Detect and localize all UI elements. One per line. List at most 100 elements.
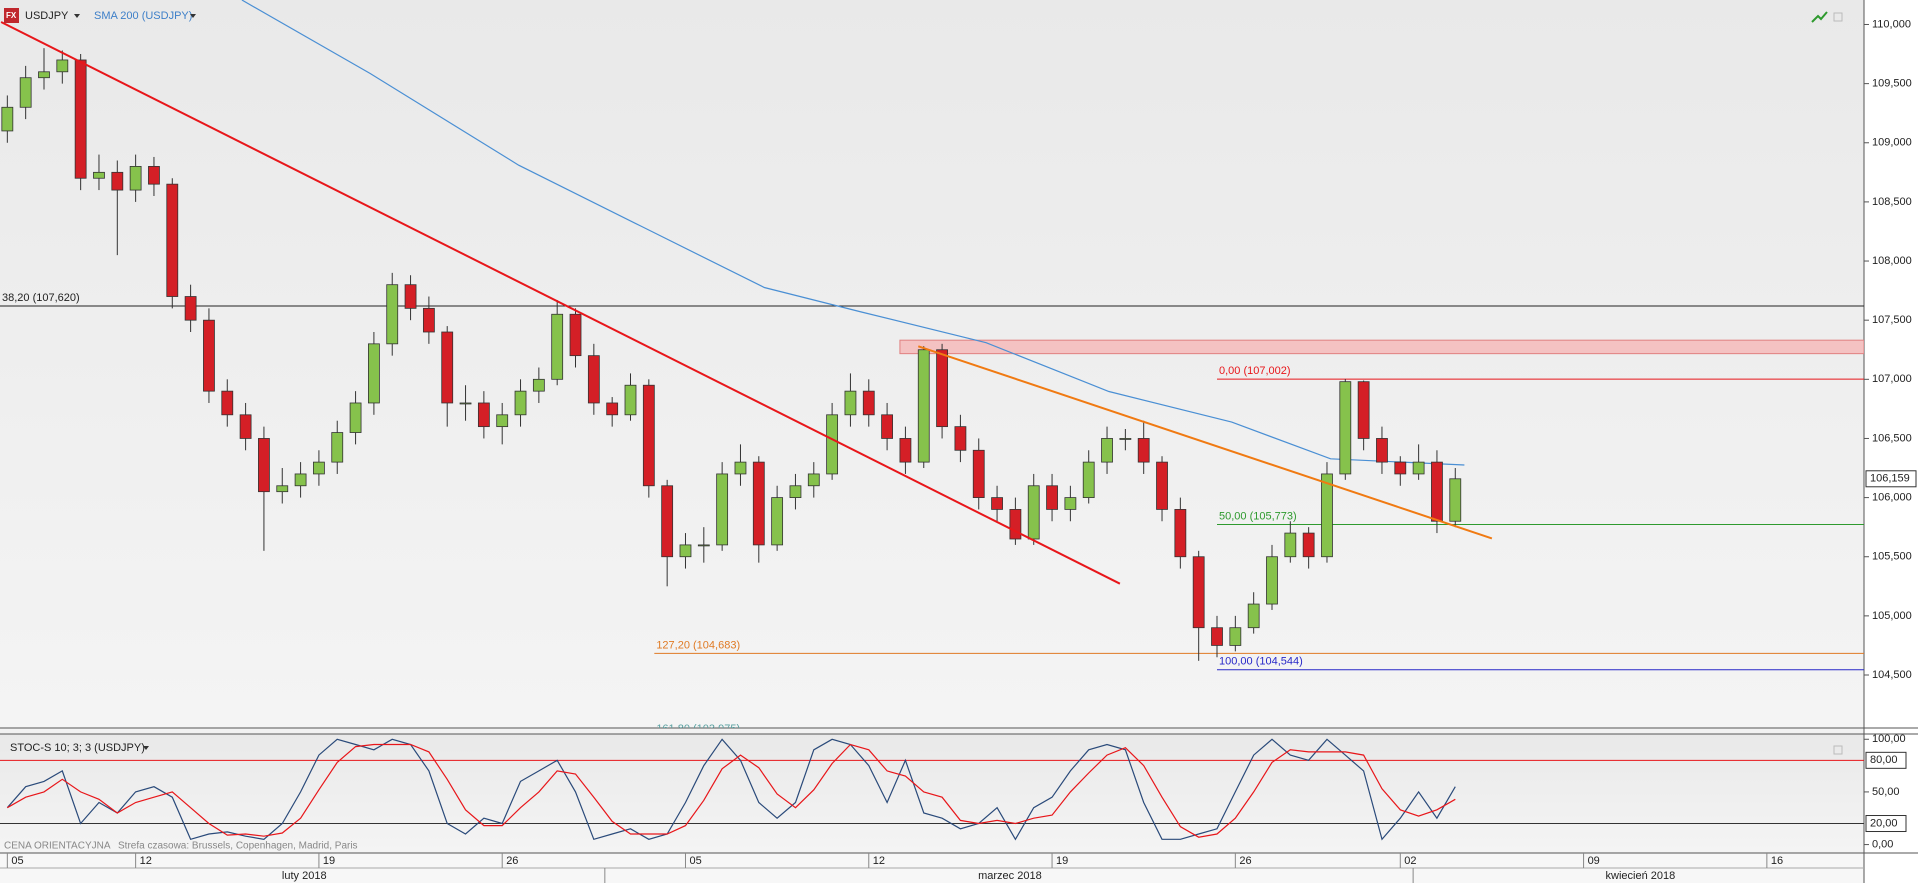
fx-icon-text: FX [6,11,17,20]
fib-level-label: 100,00 (104,544) [1219,656,1303,668]
candle-body [771,497,784,546]
candle-body [789,485,802,498]
candle-body [954,426,967,451]
fib-level-label: 161,80 (103,975) [656,723,740,735]
x-tick-label: 19 [1056,855,1068,867]
symbol[interactable]: USDJPY [25,10,69,22]
candle-body [1082,461,1095,498]
x-tick-label: 02 [1404,855,1416,867]
candle-body [1266,556,1278,605]
indicator-name[interactable]: STOC-S 10; 3; 3 (USDJPY) [10,742,145,754]
month-label: marzec 2018 [978,870,1042,882]
y-tick-label: 0,00 [1872,838,1893,850]
candle-body [1211,627,1223,646]
y-tick-label: 106,000 [1872,492,1912,504]
candle-body [1046,485,1058,510]
last-price-box [1865,470,1917,488]
candle-body [1431,461,1443,522]
trendline [0,21,1121,585]
candle-body [477,402,490,428]
candle-body [166,183,179,297]
candle-body [111,171,124,191]
candle-body [917,349,930,463]
candle-body [826,414,839,475]
candle-body [386,284,399,345]
price-panel [0,0,1864,728]
candle-body [1357,381,1370,439]
candle-body [606,402,619,416]
dropdown-arrow[interactable] [143,746,149,750]
stoch-level-box [1865,751,1907,769]
candle-body [349,402,362,433]
candle-body [1119,438,1132,440]
candle-body [331,432,344,463]
candle-body [752,461,765,546]
candle-body [551,313,564,380]
fib-level-label: 50,00 (105,773) [1219,510,1297,522]
candle-body [276,485,289,493]
candle-body [1321,473,1333,558]
dropdown-arrow[interactable] [190,14,196,18]
y-tick-label: 104,500 [1872,669,1912,681]
candle-body [1009,509,1022,540]
y-tick-label: 105,500 [1872,551,1912,563]
timezone: Strefa czasowa: Brussels, Copenhagen, Ma… [118,841,358,852]
candle-body [881,414,893,439]
x-tick-label: 16 [1771,855,1783,867]
candle-body [148,166,160,185]
candle-body [844,390,857,416]
window-button[interactable] [1833,12,1843,22]
stoch-level-label: 20,00 [1870,817,1898,829]
month-label: kwiecień 2018 [1606,870,1676,882]
candle-body [129,166,142,191]
y-tick-label: 107,500 [1872,314,1912,326]
candle-body [862,390,875,416]
trend-icon[interactable] [1811,11,1828,23]
candle-body [514,390,527,416]
indicator-name[interactable]: SMA 200 (USDJPY) [94,10,192,22]
y-tick-label: 105,000 [1872,610,1912,622]
candle-body [936,349,948,428]
candle-body [1284,532,1297,558]
trendline [917,345,1493,540]
candle-body [1412,461,1425,475]
candle-body [1339,381,1352,475]
y-tick-label: 109,000 [1872,137,1912,149]
stoch-line [6,738,1456,841]
candle-body [441,331,454,404]
candle-body [587,355,600,404]
candle-body [991,497,1003,510]
candle-body [1,106,14,132]
y-tick-label: 50,00 [1872,786,1900,798]
fib-level-label: 0,00 (107,002) [1219,365,1291,377]
y-tick-label: 106,500 [1872,432,1912,444]
axis-strip [1864,0,1918,883]
y-tick-label: 100,00 [1872,733,1906,745]
candle-body [496,414,509,428]
candle-body [1101,438,1113,463]
candle-body [1064,497,1077,510]
candle-body [221,390,234,416]
y-tick-label: 107,000 [1872,373,1912,385]
y-tick-label: 109,500 [1872,78,1912,90]
candle-body [569,313,582,357]
candle-body [1229,627,1242,646]
candle-body [368,343,380,404]
candle-body [1027,485,1040,540]
dropdown-arrow[interactable] [74,14,80,18]
window-button[interactable] [1833,745,1843,755]
candle-body [1376,438,1388,463]
month-label: luty 2018 [282,870,327,882]
candle-body [56,59,69,73]
candle-body [697,544,710,547]
candle-body [203,319,215,392]
candle-body [642,384,655,487]
candle-body [1247,603,1260,629]
x-tick-label: 05 [11,855,23,867]
candle-body [239,414,252,439]
candle-body [19,77,32,108]
candle-body [93,171,105,179]
x-tick-label: 19 [323,855,335,867]
candle-body [258,438,270,493]
y-tick-label: 108,500 [1872,196,1912,208]
